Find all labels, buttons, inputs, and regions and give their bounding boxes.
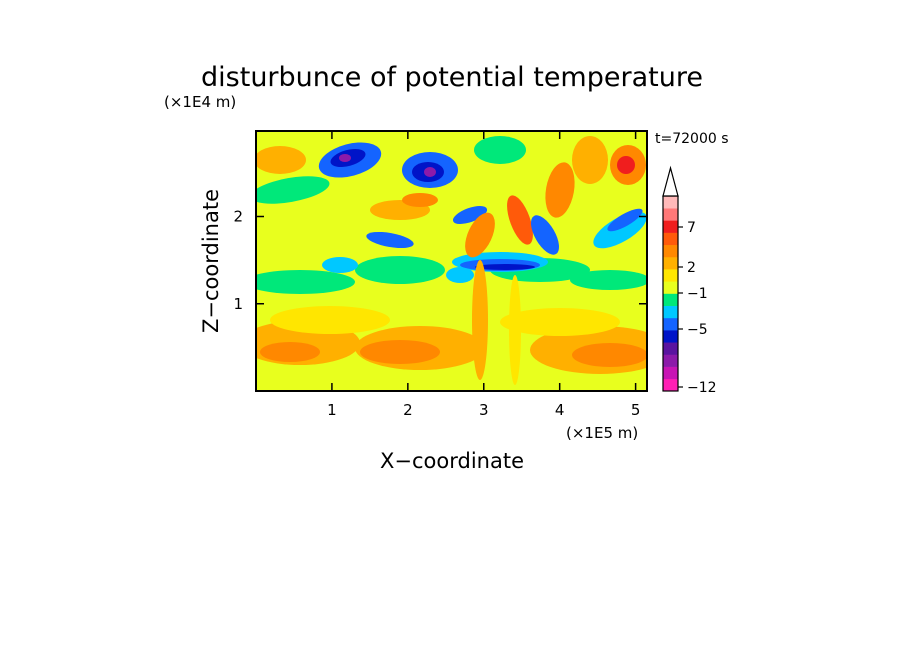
colorbar-extend-arrow — [662, 165, 679, 197]
contour-region — [260, 342, 320, 362]
colorbar-segment — [663, 208, 678, 221]
colorbar-segment — [663, 281, 678, 294]
contour-region — [446, 267, 474, 283]
contour-region — [322, 257, 358, 273]
colorbar-segment — [663, 378, 678, 392]
contour-region — [402, 193, 438, 207]
y-axis-label: Z−coordinate — [199, 189, 223, 333]
contour-region — [256, 270, 355, 294]
x-axis: 1 2 3 4 5 — [327, 131, 640, 419]
colorbar-tick-label: 7 — [687, 220, 696, 236]
colorbar-segment — [663, 342, 678, 355]
contour-region — [474, 136, 526, 164]
contour-region — [507, 195, 533, 245]
colorbar-tick-label: 2 — [687, 260, 696, 276]
x-tick-label: 3 — [479, 401, 489, 419]
colorbar-segment — [663, 366, 678, 380]
contour-region — [355, 256, 445, 284]
contour-region — [617, 156, 635, 174]
y-axis: 12 — [233, 208, 647, 313]
contour-region — [570, 270, 647, 290]
y-tick-label: 1 — [233, 295, 243, 313]
y-unit-label: (×1E4 m) — [164, 93, 236, 111]
x-tick-label: 5 — [631, 401, 641, 419]
colorbar-tick-label: −12 — [687, 380, 717, 396]
time-label: t=72000 s — [655, 131, 729, 147]
contour-region — [500, 308, 620, 336]
contour-region — [270, 306, 390, 334]
colorbar-segment — [663, 354, 678, 367]
colorbar-segment — [663, 305, 678, 319]
contour-region — [465, 212, 495, 258]
contour-region — [607, 208, 643, 232]
heatmap-field — [256, 131, 647, 391]
contour-region — [531, 215, 559, 255]
x-tick-label: 2 — [403, 401, 413, 419]
colorbar-tick-label: −5 — [687, 322, 708, 338]
contour-region — [572, 136, 608, 184]
colorbar-segment — [663, 269, 678, 282]
plot-frame — [255, 130, 648, 392]
colorbar-segment — [663, 317, 678, 331]
contour-region — [509, 275, 521, 385]
contour-region — [424, 167, 436, 177]
colorbar-segment — [663, 293, 678, 306]
colorbar-segment — [663, 330, 678, 343]
contour-region — [572, 343, 647, 367]
colorbar-segment — [663, 256, 678, 270]
contour-region — [472, 260, 488, 380]
y-tick-label: 2 — [233, 208, 243, 226]
chart-title: disturbunce of potential temperature — [201, 62, 703, 93]
contour-region — [256, 176, 330, 204]
contour-region — [452, 205, 488, 225]
contour-region — [366, 231, 414, 249]
colorbar-segment — [663, 232, 678, 246]
x-tick-label: 4 — [555, 401, 565, 419]
contour-region — [256, 146, 306, 174]
colorbar-segment — [663, 196, 678, 209]
contour-region — [545, 162, 575, 218]
contour-region — [339, 154, 351, 162]
colorbar-segment — [663, 220, 678, 233]
contour-region — [475, 264, 535, 270]
colorbar-tick-label: −1 — [687, 286, 708, 302]
colorbar: 7 2 −1 −5 −12 — [662, 165, 717, 396]
contour-region — [360, 340, 440, 364]
x-axis-label: X−coordinate — [380, 449, 524, 473]
x-unit-label: (×1E5 m) — [566, 424, 638, 442]
x-tick-label: 1 — [327, 401, 337, 419]
colorbar-segment — [663, 244, 678, 258]
